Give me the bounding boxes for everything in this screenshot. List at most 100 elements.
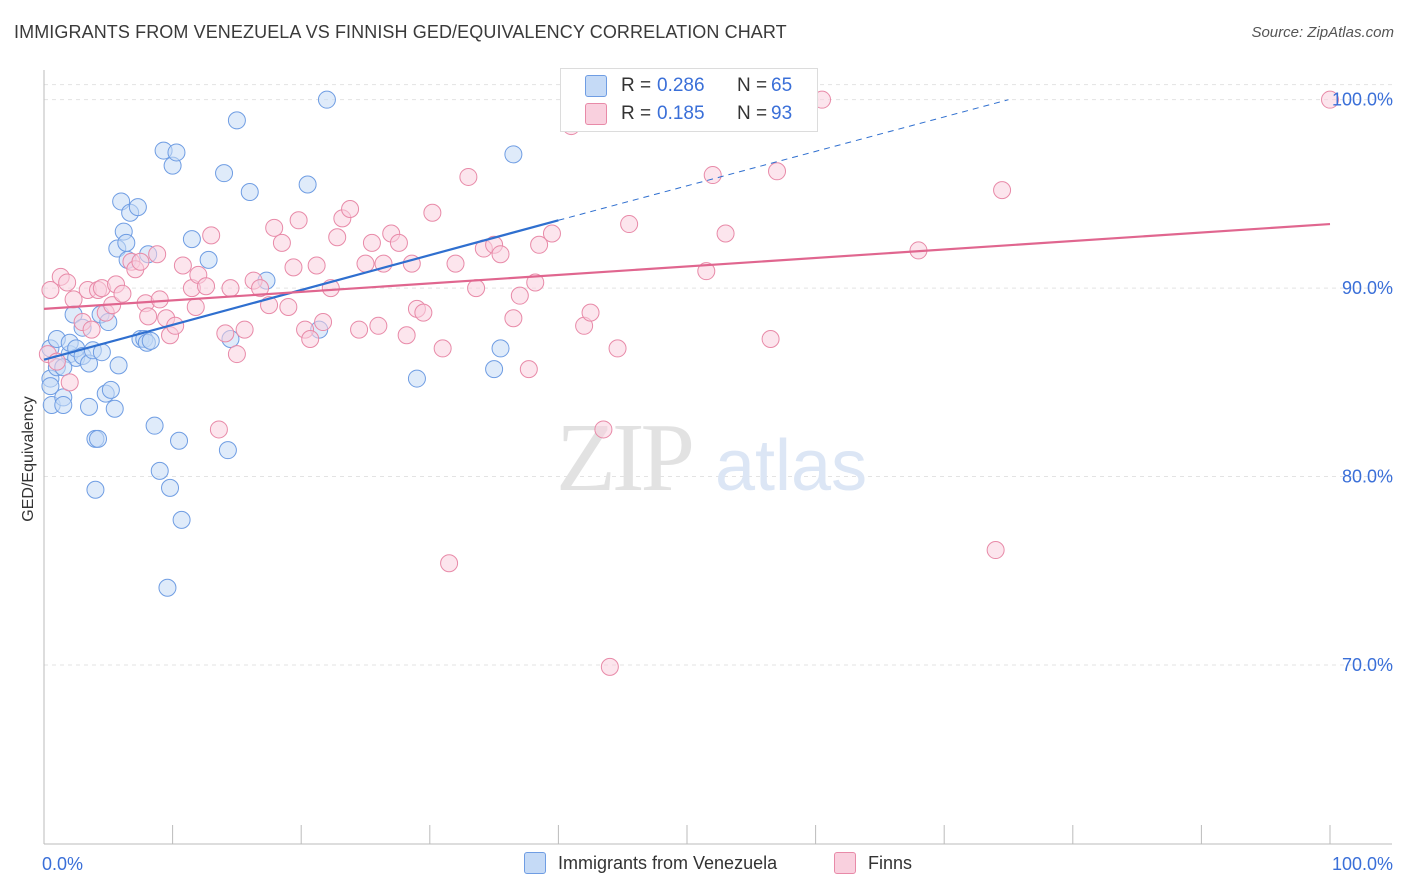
finns-point	[216, 324, 235, 343]
finns-point	[279, 297, 298, 316]
finns-point	[530, 235, 549, 254]
finns-point	[328, 228, 347, 247]
chart-title: IMMIGRANTS FROM VENEZUELA VS FINNISH GED…	[14, 22, 787, 42]
legend-n-value: 65	[771, 75, 793, 96]
finns-point	[1321, 90, 1339, 109]
finns-point	[761, 329, 780, 348]
finns-point	[986, 541, 1005, 560]
y-tick-label: 70.0%	[1342, 655, 1393, 675]
legend-n-value: 93	[771, 103, 793, 124]
venezuela-point	[227, 111, 246, 130]
legend-n-label: N =	[737, 103, 768, 124]
x-tick-label: 100.0%	[1332, 854, 1393, 874]
finns-point	[58, 273, 77, 292]
finns-point	[414, 303, 433, 322]
watermark: ZIP atlas	[556, 404, 867, 512]
venezuela-point	[298, 175, 317, 194]
finns-point	[227, 345, 246, 364]
y-tick-label: 90.0%	[1342, 278, 1393, 298]
finns-point	[526, 273, 545, 292]
y-tick-label: 100.0%	[1332, 90, 1393, 110]
finns-point	[542, 224, 561, 243]
venezuela-point	[101, 380, 120, 399]
finns-point	[389, 233, 408, 252]
finns-point	[341, 199, 360, 218]
venezuela-point	[170, 431, 189, 450]
venezuela-point	[128, 198, 147, 217]
stats-legend: R = 0.286 N = 65 R = 0.185 N = 93	[560, 68, 818, 132]
legend-item-finns[interactable]: Finns	[834, 852, 912, 874]
finns-point	[197, 277, 216, 296]
finns-point	[993, 181, 1012, 200]
y-tick-label: 80.0%	[1342, 467, 1393, 487]
finns-point	[491, 245, 510, 264]
points	[38, 90, 1339, 676]
venezuela-point	[167, 143, 186, 162]
finns-point	[356, 254, 375, 273]
legend-swatch-pink	[585, 103, 607, 125]
venezuela-point	[218, 441, 237, 460]
finns-point	[459, 167, 478, 186]
legend-item-venezuela[interactable]: Immigrants from Venezuela	[524, 852, 777, 874]
legend-r-value: 0.286	[657, 75, 705, 96]
venezuela-point	[199, 250, 218, 269]
finns-point	[620, 215, 639, 234]
venezuela-trend-extension	[558, 99, 1009, 221]
finns-point	[362, 233, 381, 252]
finns-point	[186, 297, 205, 316]
source-credit: Source: ZipAtlas.com	[1251, 24, 1394, 41]
finns-point	[113, 284, 132, 303]
tick-labels: 100.0% 90.0% 80.0% 70.0% 0.0% 100.0%	[42, 90, 1393, 874]
finns-point	[519, 360, 538, 379]
watermark-zip: ZIP	[556, 404, 691, 512]
finns-point	[60, 373, 79, 392]
venezuela-point	[215, 164, 234, 183]
finns-point	[440, 554, 459, 573]
venezuela-point	[485, 360, 504, 379]
legend-swatch-blue	[585, 75, 607, 97]
finns-point	[251, 279, 270, 298]
venezuela-trend-line	[43, 219, 559, 361]
finns-point	[600, 657, 619, 676]
finns-point	[150, 290, 169, 309]
finns-point	[467, 279, 486, 298]
venezuela-point	[504, 145, 523, 164]
venezuela-point	[150, 461, 169, 480]
finns-point	[202, 226, 221, 245]
axes	[43, 70, 1392, 845]
finns-point	[301, 329, 320, 348]
legend-n-label: N =	[737, 75, 768, 96]
finns-point	[703, 166, 722, 185]
legend-r-label: R =	[621, 103, 652, 124]
venezuela-point	[105, 399, 124, 418]
finns-point	[173, 256, 192, 275]
legend-label-venezuela: Immigrants from Venezuela	[558, 852, 778, 873]
watermark-atlas: atlas	[715, 426, 867, 506]
venezuela-point	[86, 480, 105, 499]
venezuela-point	[141, 331, 160, 350]
finns-point	[82, 320, 101, 339]
finns-point	[221, 279, 240, 298]
finns-point	[148, 245, 167, 264]
y-axis-label: GED/Equivalency	[20, 396, 37, 522]
finns-point	[265, 218, 284, 237]
finns-trend-line	[43, 222, 1331, 310]
finns-point	[307, 256, 326, 275]
finns-point	[608, 339, 627, 358]
finns-point	[504, 309, 523, 328]
finns-point	[446, 254, 465, 273]
venezuela-point	[109, 356, 128, 375]
legend-r-value: 0.185	[657, 103, 705, 124]
venezuela-point	[54, 395, 73, 414]
venezuela-point	[158, 578, 177, 597]
venezuela-point	[89, 429, 108, 448]
finns-point	[131, 252, 150, 271]
venezuela-point	[145, 416, 164, 435]
finns-point	[369, 316, 388, 335]
finns-point	[289, 211, 308, 230]
finns-point	[209, 420, 228, 439]
trend-lines	[43, 99, 1331, 361]
legend-r-label: R =	[621, 75, 652, 96]
finns-point	[41, 281, 60, 300]
